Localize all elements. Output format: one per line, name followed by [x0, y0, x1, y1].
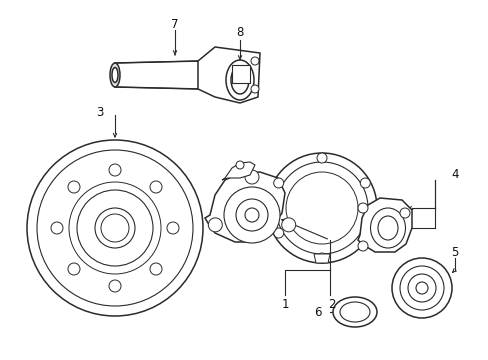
Ellipse shape	[110, 63, 120, 87]
Circle shape	[109, 164, 121, 176]
Circle shape	[399, 208, 409, 218]
Polygon shape	[313, 254, 329, 263]
Polygon shape	[357, 198, 411, 252]
Bar	[231, 65, 249, 83]
Text: 6: 6	[314, 306, 321, 319]
Ellipse shape	[225, 60, 253, 100]
Circle shape	[68, 181, 80, 193]
Circle shape	[360, 178, 369, 188]
Circle shape	[250, 57, 259, 65]
Circle shape	[150, 181, 162, 193]
Circle shape	[37, 150, 193, 306]
Text: 8: 8	[236, 26, 243, 39]
Polygon shape	[222, 162, 254, 180]
Circle shape	[224, 187, 280, 243]
Circle shape	[399, 266, 443, 310]
Ellipse shape	[112, 68, 118, 82]
Circle shape	[27, 140, 203, 316]
Ellipse shape	[339, 302, 369, 322]
Circle shape	[281, 218, 295, 232]
Circle shape	[167, 222, 179, 234]
Ellipse shape	[377, 216, 397, 240]
Circle shape	[275, 162, 367, 254]
Text: 5: 5	[450, 246, 458, 258]
Circle shape	[415, 282, 427, 294]
Text: 2: 2	[327, 297, 335, 310]
Circle shape	[77, 190, 153, 266]
Circle shape	[208, 218, 222, 232]
Circle shape	[316, 253, 326, 263]
Text: 4: 4	[450, 167, 458, 180]
Ellipse shape	[230, 66, 248, 94]
Circle shape	[236, 161, 244, 169]
Circle shape	[68, 263, 80, 275]
Circle shape	[357, 241, 367, 251]
Circle shape	[51, 222, 63, 234]
Circle shape	[357, 203, 367, 213]
Text: 1: 1	[281, 297, 288, 310]
Circle shape	[273, 178, 283, 188]
Ellipse shape	[370, 208, 405, 248]
Circle shape	[266, 153, 376, 263]
Circle shape	[360, 228, 369, 238]
Circle shape	[236, 199, 267, 231]
Circle shape	[285, 172, 357, 244]
Circle shape	[391, 258, 451, 318]
Circle shape	[407, 274, 435, 302]
Circle shape	[109, 280, 121, 292]
Text: 3: 3	[96, 105, 103, 118]
Circle shape	[316, 153, 326, 163]
Text: 7: 7	[171, 18, 179, 31]
Circle shape	[95, 208, 135, 248]
Polygon shape	[204, 172, 285, 242]
Polygon shape	[198, 47, 260, 103]
Circle shape	[273, 228, 283, 238]
Circle shape	[250, 85, 259, 93]
Circle shape	[69, 182, 161, 274]
Polygon shape	[115, 61, 200, 89]
Circle shape	[244, 170, 259, 184]
Circle shape	[101, 214, 129, 242]
Ellipse shape	[332, 297, 376, 327]
Circle shape	[244, 208, 259, 222]
Circle shape	[150, 263, 162, 275]
